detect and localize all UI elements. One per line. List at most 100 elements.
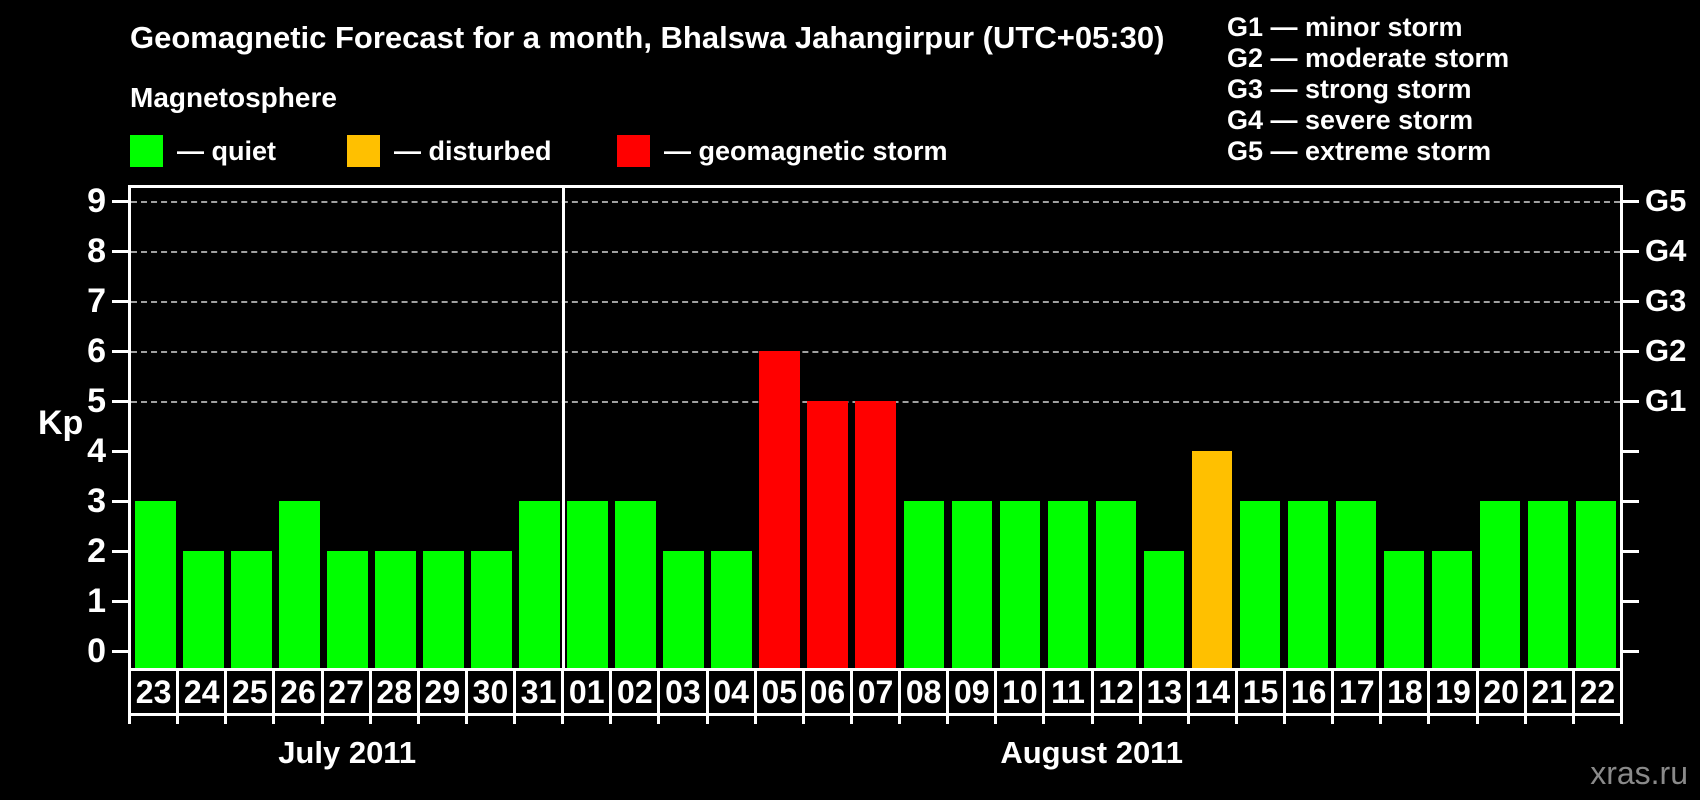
date-cell-24: 24 [176, 668, 228, 716]
watermark: xras.ru [1590, 755, 1688, 791]
date-boundary-tick [609, 716, 613, 724]
y-tick-right-8 [1623, 249, 1639, 253]
bar-day-27 [327, 551, 368, 668]
bar-day-26 [279, 501, 320, 668]
date-cell-11: 11 [1042, 668, 1094, 716]
date-boundary-tick [1090, 716, 1094, 724]
y-tick-right-3 [1623, 499, 1639, 503]
date-cell-14: 14 [1186, 668, 1238, 716]
y-tick-right-5 [1623, 399, 1639, 403]
bar-day-28 [375, 551, 416, 668]
y-tick-right-7 [1623, 299, 1639, 303]
storm-scale-legend: G1 — minor storm G2 — moderate storm G3 … [1227, 12, 1509, 167]
y-tick-left-0 [112, 649, 128, 653]
date-boundary-tick [705, 716, 709, 724]
g-level-label-g5: G5 [1645, 183, 1687, 218]
legend-title: Magnetosphere [130, 82, 337, 113]
date-boundary-tick [801, 716, 805, 724]
date-boundary-tick [1427, 716, 1431, 724]
legend-label-quiet: — quiet [177, 136, 276, 166]
storm-scale-g2: G2 — moderate storm [1227, 43, 1510, 73]
date-cell-13: 13 [1138, 668, 1190, 716]
y-tick-right-4 [1623, 449, 1639, 453]
y-tick-left-9 [112, 199, 128, 203]
chart-title: Geomagnetic Forecast for a month, Bhalsw… [130, 20, 1165, 55]
y-tick-label-5: 5 [87, 382, 106, 420]
gridline-kp8 [131, 251, 1620, 253]
bar-day-31 [519, 501, 560, 668]
date-cell-07: 07 [849, 668, 902, 716]
y-tick-left-1 [112, 599, 128, 603]
date-boundary-tick [898, 716, 902, 724]
bar-day-09 [951, 501, 993, 668]
date-cell-20: 20 [1475, 668, 1527, 716]
gridline-kp9 [131, 201, 1620, 203]
date-boundary-tick [176, 716, 180, 724]
y-tick-label-7: 7 [87, 282, 106, 320]
date-cell-27: 27 [320, 668, 372, 716]
date-boundary-tick [946, 716, 950, 724]
bar-day-25 [231, 551, 272, 668]
date-cell-17: 17 [1331, 668, 1383, 716]
bar-day-24 [183, 551, 224, 668]
storm-scale-g1: G1 — minor storm [1227, 12, 1463, 42]
date-boundary-tick [1571, 716, 1575, 724]
bar-day-06 [807, 401, 848, 668]
date-boundary-tick [1523, 716, 1527, 724]
date-cell-04: 04 [705, 668, 757, 716]
plot-area [128, 185, 1623, 668]
date-cell-16: 16 [1283, 668, 1335, 716]
g-level-label-g2: G2 [1645, 333, 1687, 368]
y-tick-label-4: 4 [87, 432, 106, 470]
date-cell-03: 03 [657, 668, 709, 716]
date-boundary-tick [128, 716, 131, 724]
date-boundary-tick [513, 716, 517, 724]
y-tick-right-0 [1623, 649, 1639, 653]
date-cell-19: 19 [1427, 668, 1479, 716]
bar-day-21 [1527, 501, 1569, 668]
y-tick-left-7 [112, 299, 128, 303]
bar-day-17 [1335, 501, 1377, 668]
date-cell-21: 21 [1523, 668, 1575, 716]
legend-item-disturbed: — disturbed [347, 135, 552, 167]
date-boundary-tick [849, 716, 853, 724]
bar-day-01 [567, 501, 608, 668]
y-tick-label-0: 0 [87, 632, 106, 670]
date-boundary-tick [320, 716, 324, 724]
bar-day-19 [1431, 551, 1473, 668]
bar-day-02 [615, 501, 656, 668]
y-tick-label-6: 6 [87, 332, 106, 370]
date-boundary-tick [464, 716, 468, 724]
date-boundary-tick [224, 716, 228, 724]
legend-label-storm: — geomagnetic storm [664, 136, 948, 166]
date-cell-06: 06 [801, 668, 853, 716]
date-boundary-tick [1234, 716, 1238, 724]
g-level-label-g4: G4 [1645, 233, 1687, 268]
date-boundary-tick [657, 716, 661, 724]
y-tick-label-8: 8 [87, 232, 106, 270]
y-tick-left-5 [112, 399, 128, 403]
bar-day-22 [1575, 501, 1617, 668]
storm-scale-g3: G3 — strong storm [1227, 74, 1472, 104]
date-cell-18: 18 [1379, 668, 1431, 716]
date-boundary-tick [753, 716, 757, 724]
g-level-label-g3: G3 [1645, 283, 1687, 318]
storm-scale-g5: G5 — extreme storm [1227, 136, 1492, 166]
date-cell-30: 30 [464, 668, 517, 716]
legend-item-storm: — geomagnetic storm [617, 135, 948, 167]
gridline-kp7 [131, 301, 1620, 303]
date-boundary-tick [1620, 716, 1623, 724]
bar-day-03 [663, 551, 704, 668]
y-tick-left-3 [112, 499, 128, 503]
y-tick-label-3: 3 [87, 482, 106, 520]
date-cell-31: 31 [513, 668, 565, 716]
storm-scale-g4: G4 — severe storm [1227, 105, 1474, 135]
date-boundary-tick [416, 716, 420, 724]
y-tick-right-9 [1623, 199, 1639, 203]
date-axis: 23 24 25 26 27 28 29 30 31 01 02 03 04 05 06 07 08 09 10 11… [128, 668, 1623, 724]
y-tick-label-1: 1 [87, 582, 106, 620]
date-boundary-tick [1138, 716, 1142, 724]
date-cell-29: 29 [416, 668, 468, 716]
date-boundary-tick [1186, 716, 1190, 724]
bar-day-14 [1191, 451, 1233, 668]
